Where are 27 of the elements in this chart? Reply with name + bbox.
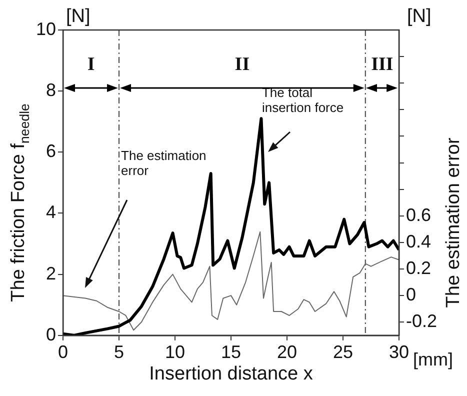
y-tick-label: 10 <box>36 18 56 39</box>
y2-tick-label: 0.4 <box>406 231 432 252</box>
y-tick-label: 4 <box>46 202 56 222</box>
x-tick-label: 20 <box>276 342 298 362</box>
x-axis-title: Insertion distance x <box>149 363 314 384</box>
text: [mm] <box>412 349 453 370</box>
y-tick-label: 0 <box>46 324 56 344</box>
x-tick-label: 10 <box>164 342 186 362</box>
y-tick-label: 2 <box>46 263 56 284</box>
y-axis-title: The friction Force fneedle <box>8 104 32 302</box>
x-tick-label: 15 <box>220 342 242 362</box>
x-tick-label: 25 <box>332 342 354 362</box>
y2-tick-label: -0.2 <box>406 311 438 332</box>
text: [N] <box>406 6 432 27</box>
annotation: I <box>87 54 95 75</box>
y-tick-label: 6 <box>46 141 56 162</box>
y2-axis-title: The estimation error <box>443 137 464 308</box>
text: [N] <box>66 6 90 27</box>
y-tick-label: 8 <box>46 80 56 100</box>
y2-tick-label: 0 <box>406 284 416 305</box>
annotation: III <box>371 54 394 75</box>
x-tick-label: 5 <box>114 342 124 362</box>
annotation: II <box>234 54 250 75</box>
y2-tick-label: 0.2 <box>406 258 432 278</box>
y2-tick-label: 0.6 <box>406 204 432 225</box>
x-tick-label: 30 <box>388 342 409 362</box>
annotation: The estimation error <box>121 148 206 178</box>
